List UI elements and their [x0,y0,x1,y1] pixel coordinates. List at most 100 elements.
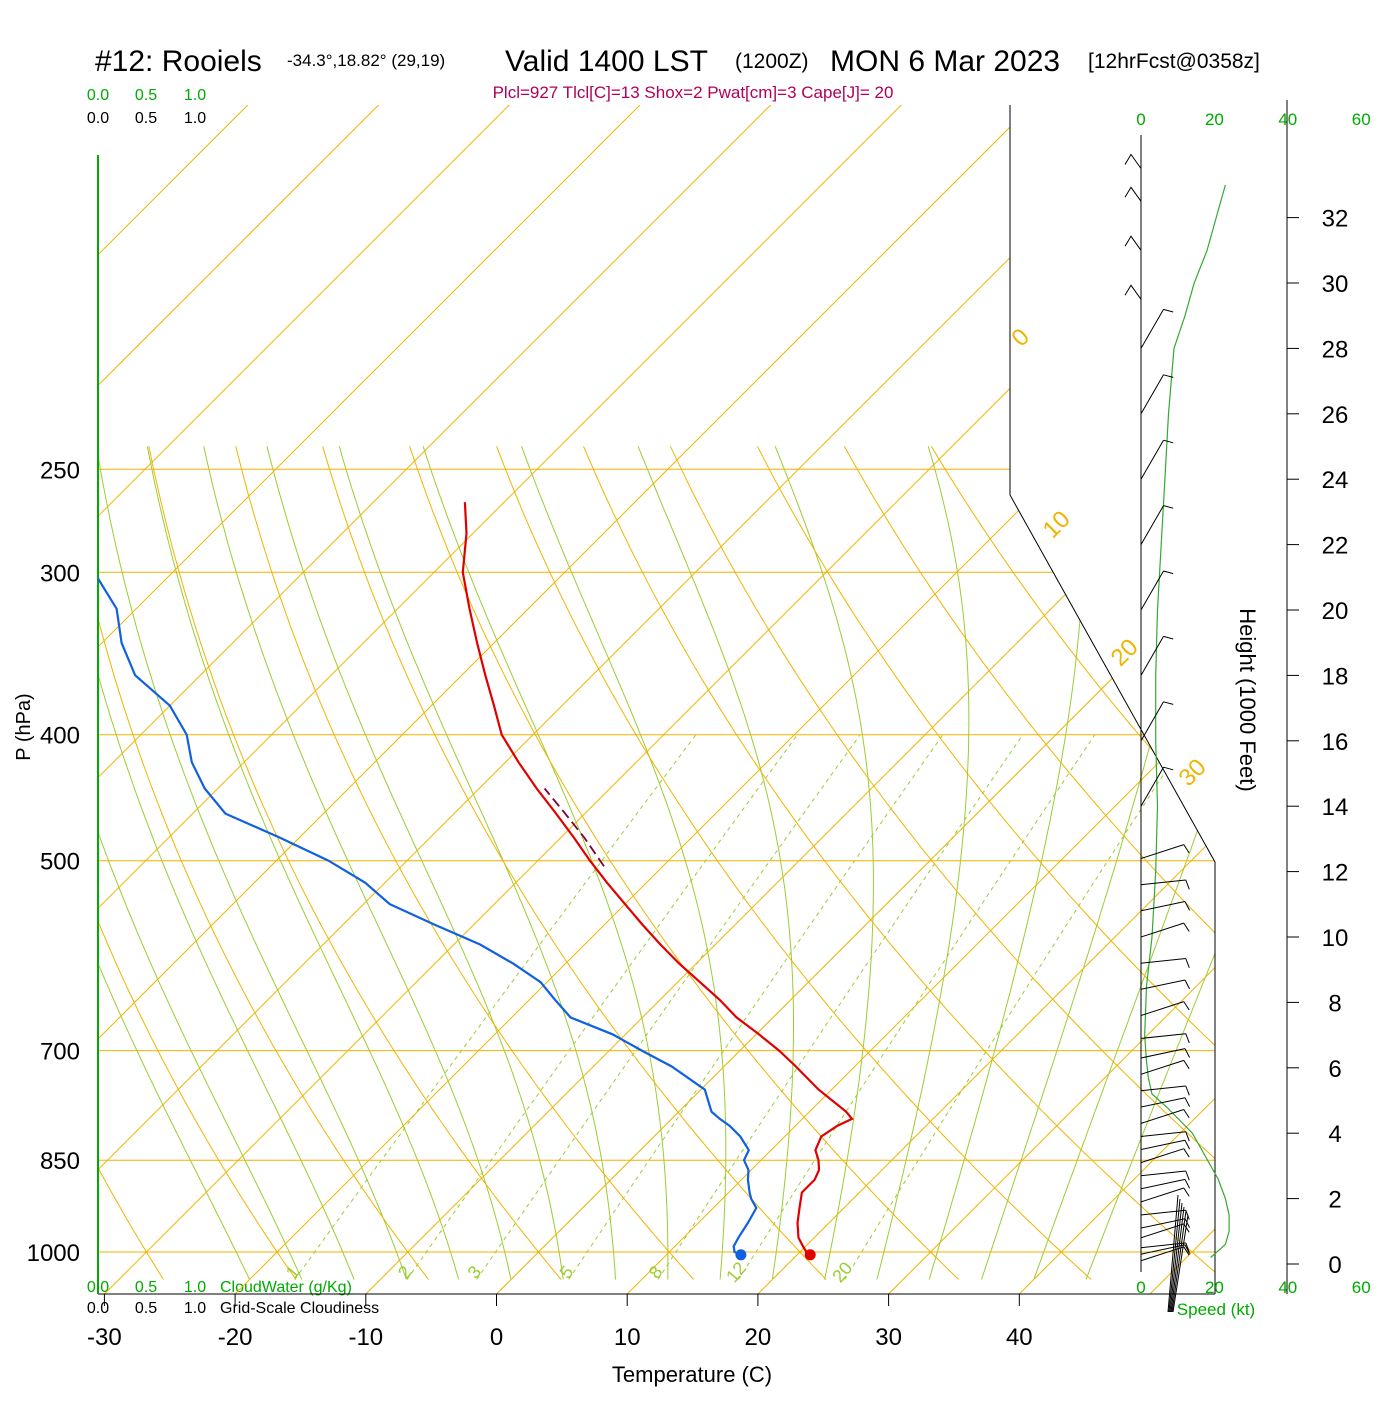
moist-adiabat-line [522,446,726,1279]
speed-tick-label-bottom: 20 [1205,1278,1224,1297]
wind-barb [1125,187,1141,201]
height-axis-title: Height (1000 Feet) [1235,608,1260,791]
bottom-cloudiness-tick: 1.0 [184,1300,206,1317]
isotherm-line [0,100,1037,1300]
wind-barb [1141,902,1190,911]
header: #12: Rooiels -34.3°,18.82° (29,19) Valid… [95,45,1260,102]
height-tick-label: 26 [1322,402,1349,429]
speed-tick-label-top: 20 [1205,110,1224,129]
wind-barb [1141,1049,1190,1058]
dry-adiabat-line [584,446,1224,1279]
isotherm-line [98,100,1298,1300]
bottom-cloud-scale: 0.0 0.5 1.0 CloudWater (g/Kg) 0.0 0.5 1.… [87,1279,379,1317]
wind-barb [1141,1179,1190,1188]
isotherm-line [0,100,645,1300]
moist-adiabat-line [877,446,969,1279]
cloudiness-label: Grid-Scale Cloudiness [220,1300,379,1317]
dewpoint-profile-line [60,502,757,1255]
dry-adiabat-line [149,446,561,1279]
isotherm-line [0,100,906,1300]
height-tick-label: 4 [1328,1121,1341,1148]
wind-barb [1141,1188,1189,1202]
surface-temperature-dot [805,1249,816,1260]
station-coords: -34.3°,18.82° (29,19) [287,51,445,70]
height-tick-label: 6 [1328,1056,1341,1083]
wind-barb [1125,236,1141,250]
speed-axis-title: Speed (kt) [1177,1300,1255,1319]
height-tick-label: 0 [1328,1252,1341,1279]
height-tick-label: 28 [1322,336,1349,363]
wind-barb [1125,155,1141,169]
dry-adiabat-line [410,446,959,1279]
height-tick-label: 20 [1322,598,1349,625]
wind-barb [1141,1132,1189,1141]
pressure-tick-label: 400 [40,723,80,750]
top-cloudwater-tick: 0.5 [135,87,157,104]
isotherm-line [1144,100,1400,1300]
sounding-profiles [60,502,852,1260]
mixing-ratio-label: 3 [464,1262,486,1283]
isotherm-line [491,100,1400,1300]
temperature-tick-label: -10 [348,1324,383,1351]
x-axis-title: Temperature (C) [612,1362,772,1387]
moist-adiabat-line [0,446,250,1279]
dry-adiabat-line [62,446,429,1279]
moist-adiabat-line [929,446,1084,1279]
dry-adiabat-line [1366,446,1400,1279]
pressure-tick-label: 1000 [27,1240,80,1267]
dry-adiabat-line [1192,446,1400,1279]
height-tick-label: 18 [1322,663,1349,690]
moist-adiabat-line [775,446,873,1279]
height-tick-label: 16 [1322,729,1349,756]
pressure-tick-label: 700 [40,1039,80,1066]
height-tick-label: 32 [1322,206,1349,233]
height-tick-label: 12 [1322,860,1349,887]
wind-barb [1141,1210,1189,1219]
top-cloudwater-tick: 1.0 [184,87,206,104]
wind-barb [1141,845,1189,859]
top-cloudiness-tick: 0.5 [135,110,157,127]
temperature-tick-label: -20 [218,1324,253,1351]
parcel-profile-line [545,789,604,867]
dry-adiabat-line [757,446,1400,1279]
moist-adiabat-line [1086,446,1400,1279]
bottom-cloudiness-tick: 0.5 [135,1300,157,1317]
height-tick-label: 10 [1322,925,1349,952]
surface-dewpoint-dot [735,1249,746,1260]
isotherm-label-right: 10 [1038,506,1076,544]
pressure-tick-label: 250 [40,457,80,484]
moist-adiabats [0,446,1400,1279]
top-cloud-scale: 0.0 0.5 1.0 0.0 0.5 1.0 [87,87,206,127]
top-cloudwater-tick: 0.0 [87,87,109,104]
stability-indices: Plcl=927 Tlcl[C]=13 Shox=2 Pwat[cm]=3 Ca… [493,83,894,102]
mixing-ratio-label: 2 [394,1262,416,1283]
wind-barb [1141,309,1173,348]
station-title: #12: Rooiels [95,45,262,78]
wind-barb [1141,571,1173,610]
wind-barb [1141,1171,1189,1180]
y-axis-title: P (hPa) [13,693,35,760]
moist-adiabat-line [204,446,511,1279]
isotherm-label-right: 30 [1174,754,1212,792]
mixing-ratio-label: 5 [556,1262,578,1283]
height-tick-label: 30 [1322,271,1349,298]
temperature-tick-label: 10 [614,1324,641,1351]
dry-adiabat-line [0,446,31,1279]
wind-barb [1141,375,1173,414]
height-tick-label: 14 [1322,794,1349,821]
bottom-cloudiness-tick: 0.0 [87,1300,109,1317]
mixing-ratio-lines [295,735,1190,1280]
bottom-cloudwater-tick: 0.5 [135,1279,157,1296]
isotherm-label-right: 0 [1006,323,1035,352]
isotherm-line [229,100,1400,1300]
mixing-ratio-label: 20 [828,1258,856,1286]
height-tick-label: 22 [1322,533,1349,560]
moist-adiabat-line [423,446,668,1279]
bottom-cloudwater-tick: 1.0 [184,1279,206,1296]
moist-adiabat-line [339,446,615,1279]
wind-barb [1141,980,1190,989]
temperature-profile-line [463,502,852,1255]
wind-barb [1141,440,1173,479]
